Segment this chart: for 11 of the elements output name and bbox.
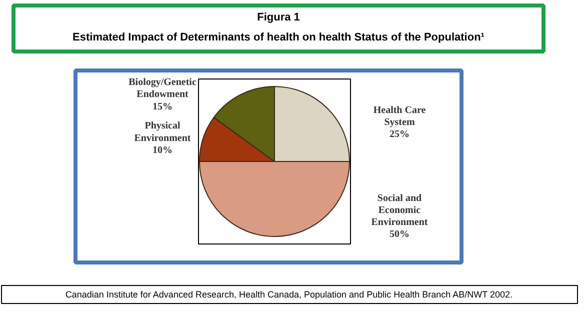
slice-label: Health Care System bbox=[373, 105, 426, 128]
data-label: 15% bbox=[152, 101, 172, 112]
slice-label: Biology/Genetic Endowment bbox=[128, 77, 197, 100]
slice-label: Physical Environment bbox=[134, 120, 192, 144]
chart-title: Figura 1 bbox=[257, 12, 300, 24]
data-label: 10% bbox=[152, 144, 172, 156]
data-label: 25% bbox=[390, 129, 410, 140]
data-label: 50% bbox=[390, 229, 410, 240]
text: Canadian Institute for Advanced Research, Health Canada, Population and Public Health Branch AB/NWT 2002. bbox=[65, 290, 512, 300]
chart-subtitle: Estimated Impact of Determinants of health on health Status of the Population¹ bbox=[72, 32, 485, 44]
slice-label: Social and Economic Environment bbox=[371, 192, 428, 228]
